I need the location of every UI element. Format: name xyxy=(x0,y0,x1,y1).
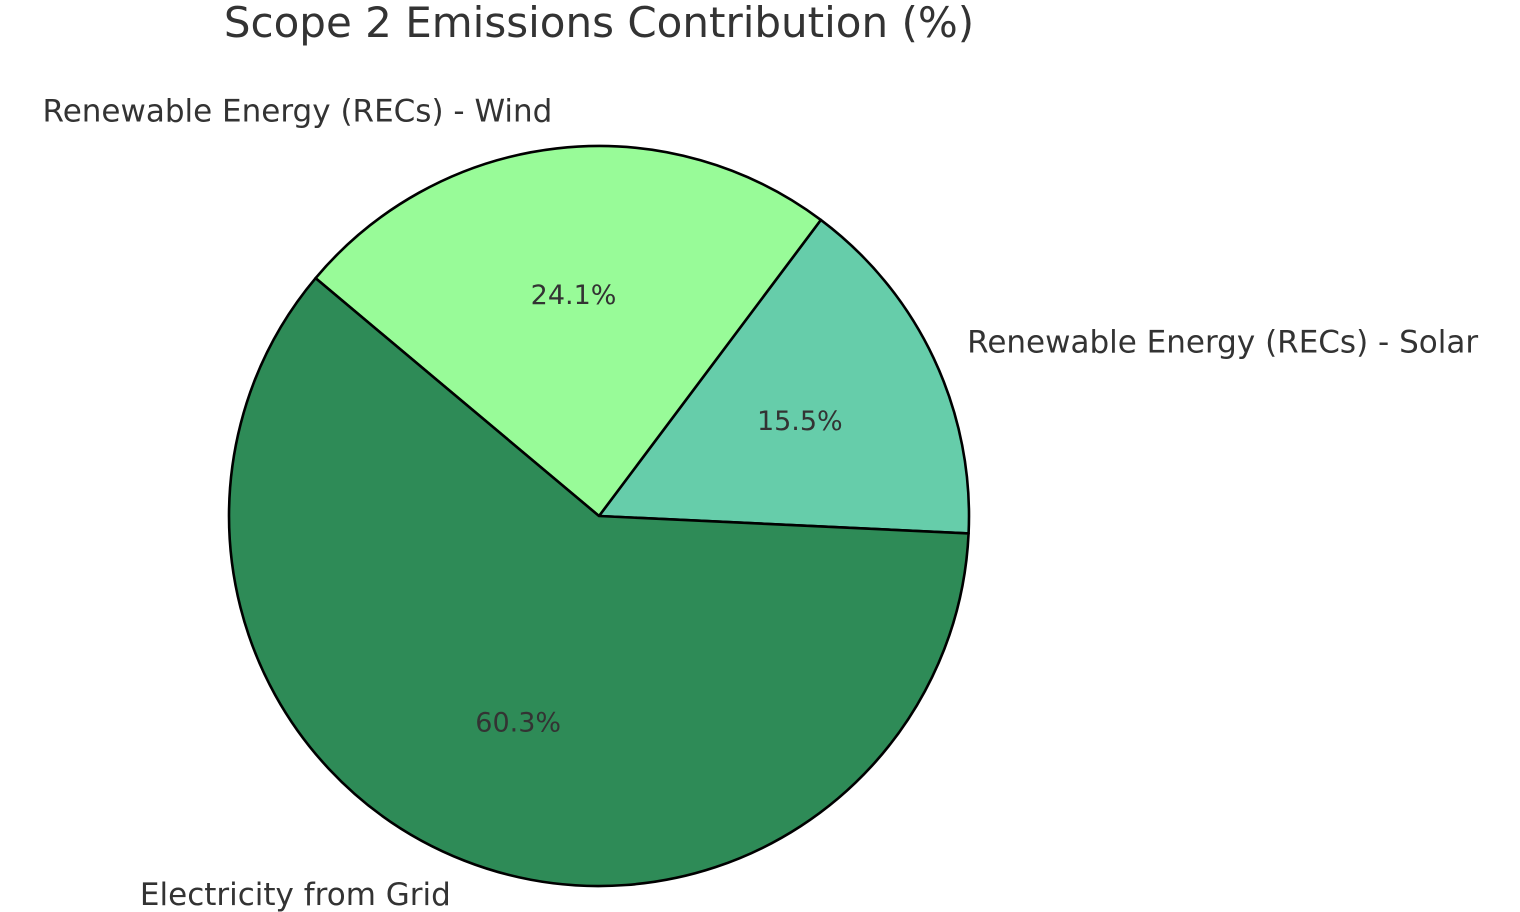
category-label-renewable-energy-recs-solar: Renewable Energy (RECs) - Solar xyxy=(967,325,1478,361)
percent-label-renewable-energy-recs-solar: 15.5% xyxy=(757,406,843,437)
slice-electricity-from-grid xyxy=(227,276,970,888)
category-label-renewable-energy-recs-wind: Renewable Energy (RECs) - Wind xyxy=(43,94,553,130)
slice-renewable-energy-recs-wind xyxy=(314,144,823,518)
percent-label-electricity-from-grid: 60.3% xyxy=(475,707,561,738)
percent-label-renewable-energy-recs-wind: 24.1% xyxy=(531,280,617,311)
pie-labels: 15.5% Renewable Energy (RECs) - Solar 24.1… xyxy=(43,94,1479,912)
slice-renewable-energy-recs-solar xyxy=(597,218,971,535)
chart-title: Scope 2 Emissions Contribution (%) xyxy=(224,0,974,47)
category-label-electricity-from-grid: Electricity from Grid xyxy=(140,877,451,912)
pie-slices xyxy=(227,144,971,888)
